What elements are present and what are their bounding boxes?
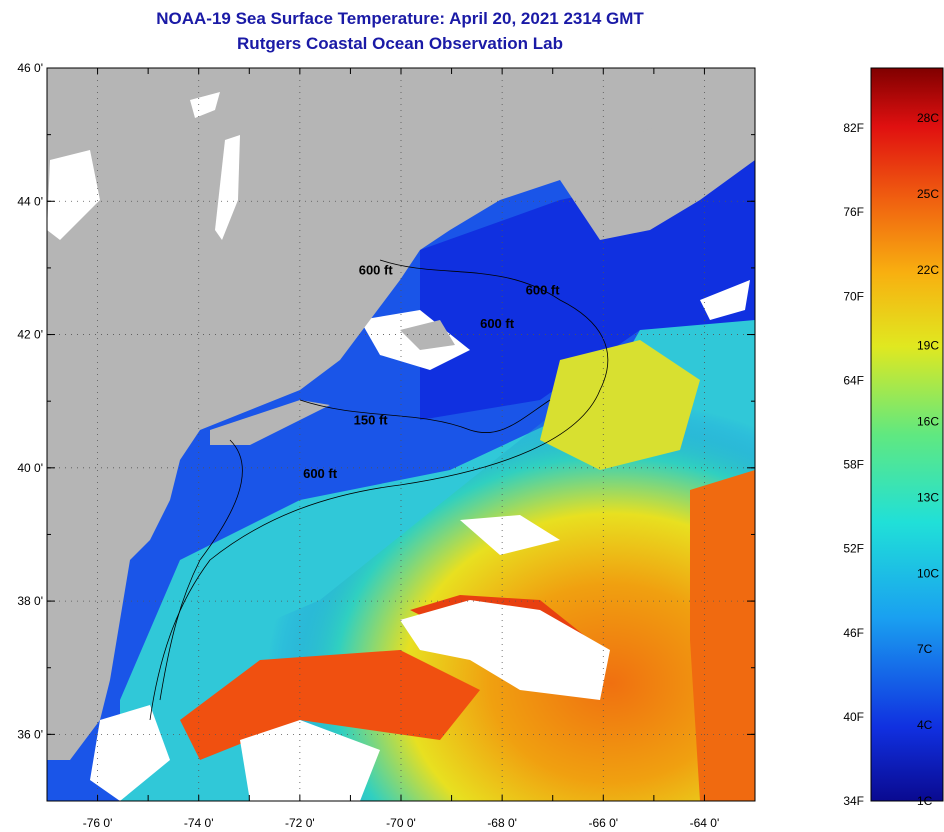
land-long-island [210,400,330,445]
colorbar-labels: 82F 76F 70F 64F 58F 52F 46F 40F 34F 28C 25C 22C 19C 1… [843,111,939,808]
colorbar-c-label: 1C [917,794,933,808]
lat-tick-label: 44 0' [17,194,43,208]
colorbar-c-label: 22C [917,263,939,277]
land-mainland [47,68,755,760]
colorbar-c-label: 13C [917,490,939,504]
contour-coastal [159,439,243,701]
contour-600ft [149,259,609,721]
contour-label: 150 ft [354,413,389,428]
colorbar-f-label: 34F [843,794,864,808]
map-title: NOAA-19 Sea Surface Temperature: April 2… [156,9,644,28]
lon-tick-label: -70 0' [386,816,416,830]
cloud-patch [240,720,380,801]
lon-tick-label: -74 0' [184,816,214,830]
map-ticks: 46 0' 44 0' 42 0' 40 0' 38 0' 36 0' -76 0' -74 … [17,61,756,830]
colorbar-c-label: 19C [917,339,939,353]
land-snow [190,92,220,118]
colorbar-c-label: 7C [917,642,933,656]
cloud-patch [460,515,560,555]
colorbar-f-label: 52F [843,542,864,556]
gulf-of-maine-cold-water [420,160,755,420]
colorbar-c-label: 16C [917,415,939,429]
land-snow [47,150,100,240]
land-nova-scotia [560,100,755,240]
contour-label: 600 ft [480,316,515,331]
colorbar-c-label: 4C [917,718,933,732]
colorbar [870,67,944,802]
colorbar-f-label: 40F [843,710,864,724]
map-grid [47,68,755,801]
contour-label: 600 ft [359,263,394,278]
contour-label: 600 ft [303,466,338,481]
lat-tick-label: 42 0' [17,328,43,342]
land-snow [215,135,240,240]
lon-tick-label: -76 0' [83,816,113,830]
colorbar-f-label: 58F [843,458,864,472]
lat-tick-label: 46 0' [17,61,43,75]
land-cape-cod [400,320,455,350]
colorbar-f-label: 76F [843,205,864,219]
sst-image: 600 ft 600 ft 600 ft 150 ft 600 ft [47,68,755,801]
cloud-patch [400,600,610,700]
colorbar-c-label: 28C [917,111,939,125]
cloud-patch [90,705,170,801]
hot-water-east [690,470,755,801]
colorbar-f-label: 46F [843,626,864,640]
colorbar-f-label: 70F [843,289,864,303]
contour-150ft [299,399,551,434]
cloud-patch [700,280,750,320]
lon-tick-label: -64 0' [690,816,720,830]
colorbar-c-label: 25C [917,187,939,201]
colorbar-f-label: 64F [843,373,864,387]
lon-tick-label: -66 0' [588,816,618,830]
lon-tick-label: -72 0' [285,816,315,830]
lat-tick-label: 38 0' [17,594,43,608]
colorbar-f-label: 82F [843,121,864,135]
warm-eddy [540,340,700,470]
lat-tick-label: 40 0' [17,461,43,475]
lon-tick-label: -68 0' [487,816,517,830]
contour-label: 600 ft [526,283,561,298]
depth-contour-labels: 600 ft 600 ft 600 ft 150 ft 600 ft [303,263,560,481]
lat-tick-label: 36 0' [17,727,43,741]
colorbar-c-label: 10C [917,566,939,580]
hot-water-band [180,650,480,760]
map-subtitle: Rutgers Coastal Ocean Observation Lab [237,34,563,53]
